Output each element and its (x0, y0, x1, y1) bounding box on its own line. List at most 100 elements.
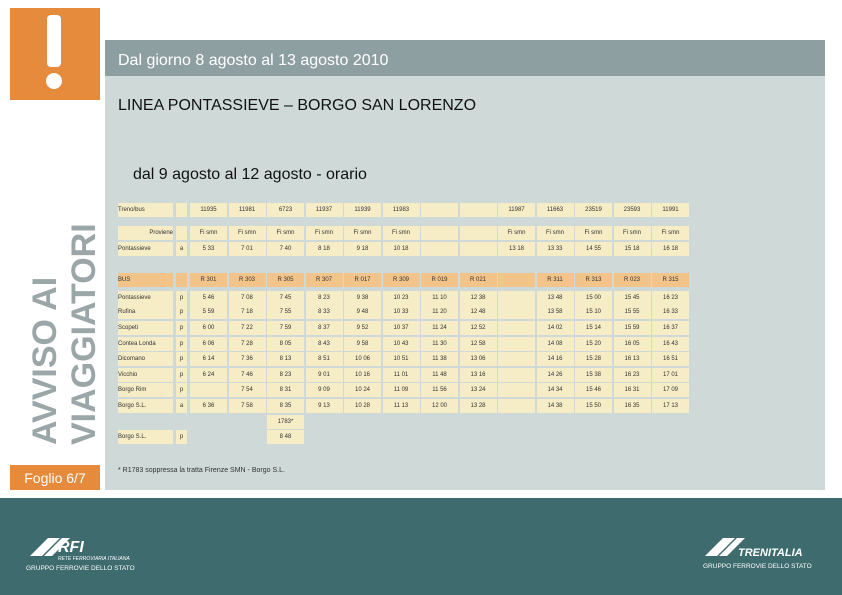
table-cell-bg (176, 321, 187, 335)
table-cell-bg (305, 368, 343, 382)
table-cell: 14 55 (585, 246, 601, 252)
table-cell: 11 56 (432, 387, 447, 393)
table-cell: 15 38 (585, 372, 601, 378)
table-cell-bg (575, 337, 612, 351)
table-cell: Pontassieve (118, 246, 151, 252)
table-cell-bg (498, 305, 535, 319)
notice: VIAGGIATORI (65, 223, 103, 445)
table-cell-bg (228, 242, 266, 256)
table-cell-bg (344, 291, 381, 305)
alert-dot (46, 73, 62, 89)
table-cell-bg (498, 242, 535, 256)
alert-mark (47, 15, 61, 67)
table-cell-bg (118, 273, 173, 287)
table-cell: 13 18 (508, 246, 524, 252)
table-cell-bg (421, 291, 458, 305)
table-cell: 11937 (315, 207, 333, 213)
table-cell-bg (652, 337, 689, 351)
table-cell-bg (267, 291, 304, 305)
table-cell: p (179, 356, 184, 362)
table-cell: 11939 (354, 207, 371, 213)
table-cell: 10 51 (393, 356, 409, 362)
table-cell-bg (652, 399, 689, 413)
table-cell-bg (267, 415, 304, 429)
table-cell-bg (613, 305, 651, 319)
page-box (10, 465, 100, 490)
table-cell-bg (498, 352, 535, 366)
table-cell-bg (613, 337, 651, 351)
table-cell: Fi smn (276, 230, 295, 236)
table-cell-bg (190, 337, 227, 351)
table-cell-bg (536, 291, 574, 305)
table-cell: 15 00 (585, 295, 601, 301)
table-cell: 10 33 (393, 309, 409, 315)
table-cell-bg (305, 305, 343, 319)
table-cell-bg (228, 352, 266, 366)
table-cell: 11 30 (432, 341, 447, 347)
table-cell: 12 00 (431, 403, 447, 409)
table-cell-bg (382, 399, 420, 413)
notice: AVVISO AI (26, 277, 64, 445)
table-cell-bg (421, 203, 458, 217)
table-cell-bg (459, 337, 497, 351)
table-cell: R 307 (315, 277, 332, 283)
table-cell-bg (575, 291, 612, 305)
table-cell-bg (344, 242, 381, 256)
table-cell: 7 59 (279, 325, 292, 331)
table-cell-bg (421, 399, 458, 413)
table-cell-bg (575, 242, 612, 256)
table-cell: 11981 (238, 207, 256, 213)
table-cell-bg (382, 273, 420, 287)
table-cell: 8 37 (318, 325, 330, 331)
table-cell-bg (536, 352, 574, 366)
table-cell: Fi smn (353, 230, 372, 236)
table-cell-bg (652, 383, 689, 397)
table-cell-bg (190, 399, 227, 413)
table-cell: 9 48 (356, 309, 369, 315)
table-cell: 15 14 (585, 325, 601, 331)
table-cell: p (179, 387, 184, 393)
table-cell: 12 48 (470, 309, 486, 315)
table-cell-bg (267, 383, 304, 397)
table-cell-bg (498, 203, 535, 217)
table-cell-bg (613, 352, 651, 366)
table-cell-bg (118, 337, 173, 351)
subtitle: dal 9 agosto al 12 agosto - orario (133, 166, 367, 183)
table-cell: 15 59 (624, 325, 640, 331)
table-cell-bg (118, 291, 173, 305)
table-cell-bg (575, 368, 612, 382)
table-cell-bg (652, 352, 689, 366)
table-cell-bg (118, 242, 173, 256)
table-cell: 7 46 (241, 372, 253, 378)
table-cell: 16 43 (662, 341, 678, 347)
table-cell-bg (305, 352, 343, 366)
table-cell: Fi smn (507, 230, 526, 236)
table-cell-bg (459, 321, 497, 335)
table-cell-bg (267, 337, 304, 351)
table-cell-bg (459, 273, 497, 287)
table-cell-bg (267, 203, 304, 217)
table-cell: 16 31 (624, 387, 640, 393)
table-cell: Pontassieve (118, 295, 151, 301)
rfi-tagline: RETE FERROVIARIA ITALIANA (58, 556, 130, 562)
table-cell: 16 05 (624, 341, 640, 347)
table-cell-bg (613, 273, 651, 287)
table-cell: 5 59 (202, 309, 215, 315)
table-cell-bg (421, 352, 458, 366)
table-cell: Fi smn (392, 230, 410, 236)
table-cell-bg (305, 226, 343, 240)
table-cell-bg (498, 273, 535, 287)
table-cell: 12 58 (470, 341, 486, 347)
table-cell: 8 05 (279, 341, 292, 347)
table-cell-bg (118, 321, 173, 335)
table-cell: 16 37 (662, 325, 678, 331)
table-cell-bg (228, 203, 266, 217)
table-cell-bg (176, 305, 187, 319)
table-cell-bg (176, 352, 187, 366)
table-cell: 17 01 (662, 372, 678, 378)
table-cell: 11 20 (432, 309, 447, 315)
table-cell-bg (228, 321, 266, 335)
table-cell-bg (575, 352, 612, 366)
table-cell-bg (118, 226, 173, 240)
table-cell-bg (190, 305, 227, 319)
